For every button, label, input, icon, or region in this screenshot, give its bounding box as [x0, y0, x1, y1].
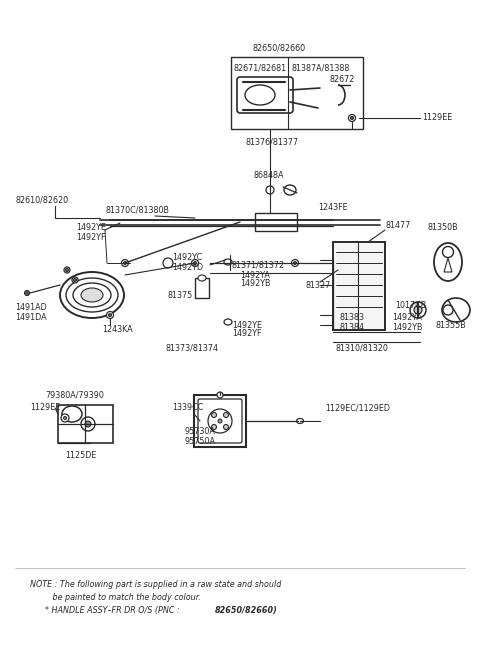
- Ellipse shape: [284, 185, 296, 195]
- Ellipse shape: [224, 259, 232, 265]
- Ellipse shape: [73, 283, 111, 307]
- Ellipse shape: [193, 261, 196, 265]
- Bar: [255, 213, 297, 231]
- Text: 1243KA: 1243KA: [102, 326, 132, 335]
- Text: 1017CB: 1017CB: [395, 301, 426, 310]
- Ellipse shape: [121, 259, 129, 267]
- Ellipse shape: [192, 259, 199, 267]
- Ellipse shape: [65, 269, 69, 272]
- Bar: [194, 395, 246, 447]
- Ellipse shape: [107, 312, 113, 318]
- Ellipse shape: [61, 414, 69, 422]
- Text: 81477: 81477: [385, 221, 410, 229]
- Ellipse shape: [348, 115, 356, 121]
- Text: 1492YE: 1492YE: [232, 320, 262, 329]
- Text: 81350B: 81350B: [428, 223, 458, 233]
- Text: 1129EE: 1129EE: [422, 113, 452, 122]
- Text: 1125DE: 1125DE: [65, 451, 96, 460]
- Ellipse shape: [62, 406, 82, 422]
- Bar: [333, 242, 385, 330]
- Text: 1492YF: 1492YF: [232, 329, 262, 337]
- Text: 1243FE: 1243FE: [318, 204, 348, 212]
- Text: 79380A/79390: 79380A/79390: [45, 390, 104, 400]
- Ellipse shape: [297, 419, 303, 424]
- Text: 82671/82681: 82671/82681: [234, 64, 287, 73]
- Ellipse shape: [414, 306, 422, 314]
- Text: 82650/82660: 82650/82660: [252, 43, 306, 52]
- Text: 81371/81372: 81371/81372: [232, 261, 285, 269]
- Text: 1492YF: 1492YF: [76, 233, 106, 242]
- Text: NOTE : The following part is supplied in a raw state and should: NOTE : The following part is supplied in…: [30, 580, 281, 589]
- Ellipse shape: [443, 246, 454, 257]
- Text: 1339CC: 1339CC: [172, 403, 204, 413]
- Text: 1491AD: 1491AD: [15, 303, 47, 312]
- Text: 1492YB: 1492YB: [240, 278, 271, 288]
- Ellipse shape: [218, 419, 222, 423]
- Text: 81384: 81384: [340, 322, 365, 331]
- Ellipse shape: [85, 421, 91, 427]
- Ellipse shape: [24, 291, 29, 295]
- Ellipse shape: [442, 298, 470, 322]
- Ellipse shape: [245, 85, 275, 105]
- Bar: [195, 278, 209, 298]
- Text: be painted to match the body colour.: be painted to match the body colour.: [30, 593, 201, 602]
- Text: 81376/81377: 81376/81377: [245, 138, 298, 147]
- Ellipse shape: [73, 278, 76, 282]
- FancyBboxPatch shape: [198, 399, 242, 443]
- Text: 82672: 82672: [330, 75, 355, 84]
- Text: 81355B: 81355B: [435, 320, 466, 329]
- Ellipse shape: [217, 392, 223, 398]
- Text: 81373/81374: 81373/81374: [165, 343, 218, 352]
- FancyBboxPatch shape: [237, 77, 293, 113]
- Text: 1492YB: 1492YB: [392, 322, 422, 331]
- Ellipse shape: [410, 302, 426, 318]
- Text: 1492YA: 1492YA: [392, 314, 422, 322]
- Ellipse shape: [81, 417, 95, 431]
- Text: 1129EC/1129ED: 1129EC/1129ED: [325, 403, 390, 413]
- Ellipse shape: [81, 288, 103, 302]
- Ellipse shape: [350, 117, 353, 119]
- Ellipse shape: [443, 305, 453, 315]
- Ellipse shape: [434, 243, 462, 281]
- Text: 1492YD: 1492YD: [172, 263, 203, 272]
- Text: 81375: 81375: [168, 291, 193, 299]
- Ellipse shape: [163, 258, 173, 268]
- Text: 1492YC: 1492YC: [172, 253, 202, 263]
- Ellipse shape: [66, 278, 118, 312]
- Text: 1129EE: 1129EE: [30, 403, 60, 413]
- Text: * HANDLE ASSY–FR DR O/S (PNC :: * HANDLE ASSY–FR DR O/S (PNC :: [30, 606, 182, 615]
- Ellipse shape: [293, 261, 297, 265]
- Text: 81327: 81327: [305, 280, 330, 290]
- Ellipse shape: [208, 409, 232, 433]
- Text: 1492YA: 1492YA: [240, 271, 270, 280]
- Text: 95750A: 95750A: [184, 436, 216, 445]
- Ellipse shape: [212, 413, 216, 417]
- Text: 81383: 81383: [340, 314, 365, 322]
- Text: 1492YE: 1492YE: [76, 223, 106, 231]
- PathPatch shape: [444, 258, 452, 272]
- Text: 82650/82660): 82650/82660): [215, 606, 278, 615]
- Ellipse shape: [291, 259, 299, 267]
- Bar: [231, 57, 363, 129]
- Text: 86848A: 86848A: [253, 170, 284, 179]
- Text: 81387A/81388: 81387A/81388: [291, 64, 349, 73]
- Ellipse shape: [224, 424, 228, 430]
- Ellipse shape: [212, 424, 216, 430]
- Ellipse shape: [266, 186, 274, 194]
- Ellipse shape: [198, 275, 206, 281]
- Ellipse shape: [72, 277, 78, 283]
- Text: 81310/81320: 81310/81320: [335, 343, 388, 352]
- Ellipse shape: [123, 261, 127, 265]
- Ellipse shape: [60, 272, 124, 318]
- Text: 82610/82620: 82610/82620: [15, 195, 68, 204]
- Bar: [58, 405, 113, 443]
- Ellipse shape: [63, 417, 67, 419]
- Text: 81370C/81380B: 81370C/81380B: [105, 206, 169, 214]
- Ellipse shape: [64, 267, 70, 273]
- Text: 1491DA: 1491DA: [15, 314, 47, 322]
- Text: 95730A: 95730A: [185, 428, 216, 436]
- Ellipse shape: [108, 314, 111, 316]
- Ellipse shape: [224, 319, 232, 325]
- Ellipse shape: [224, 413, 228, 417]
